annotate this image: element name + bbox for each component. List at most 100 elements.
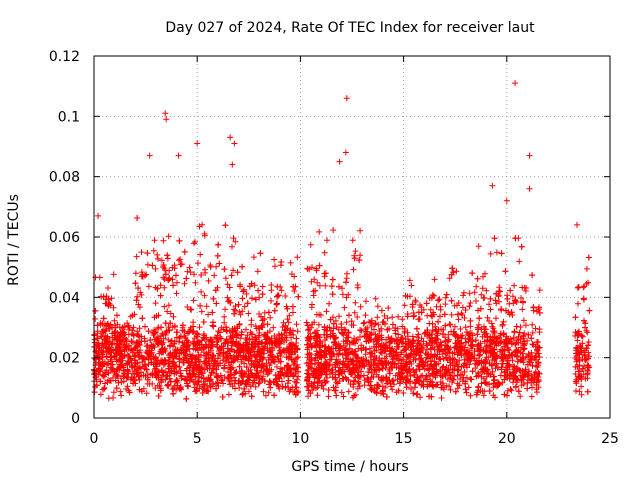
roti-point bbox=[493, 249, 500, 256]
roti-point bbox=[260, 388, 267, 395]
x-tick-label: 0 bbox=[90, 431, 99, 447]
roti-point bbox=[418, 335, 425, 342]
roti-point bbox=[136, 325, 143, 332]
roti-point bbox=[389, 386, 396, 393]
roti-point bbox=[161, 303, 168, 310]
x-axis-label: GPS time / hours bbox=[291, 459, 408, 475]
roti-point bbox=[360, 320, 367, 327]
roti-point bbox=[232, 238, 239, 245]
roti-point bbox=[401, 302, 408, 309]
roti-point bbox=[131, 311, 138, 318]
roti-point bbox=[308, 278, 315, 285]
roti-point bbox=[354, 284, 361, 291]
roti-point bbox=[509, 312, 516, 318]
roti-point bbox=[156, 382, 163, 389]
y-tick-label: 0.06 bbox=[49, 230, 80, 246]
roti-point bbox=[408, 282, 415, 289]
roti-point bbox=[524, 337, 531, 344]
roti-point bbox=[471, 289, 478, 296]
roti-point bbox=[339, 291, 346, 298]
roti-point bbox=[322, 282, 329, 289]
x-tick-label: 25 bbox=[601, 431, 619, 447]
roti-point bbox=[143, 343, 150, 350]
roti-point bbox=[198, 288, 205, 295]
roti-point bbox=[372, 367, 379, 374]
roti-point bbox=[437, 306, 444, 313]
roti-point bbox=[221, 313, 228, 320]
roti-point bbox=[446, 275, 453, 282]
roti-point bbox=[170, 313, 177, 320]
roti-point bbox=[536, 354, 543, 360]
roti-point bbox=[278, 287, 285, 294]
roti-point bbox=[198, 308, 205, 315]
roti-point bbox=[279, 324, 286, 330]
roti-point bbox=[350, 377, 357, 384]
roti-point bbox=[324, 237, 330, 244]
roti-point bbox=[110, 271, 117, 278]
roti-point bbox=[429, 291, 436, 298]
roti-point bbox=[414, 390, 421, 397]
data-points bbox=[91, 215, 593, 402]
roti-point bbox=[374, 314, 381, 321]
roti-point bbox=[385, 305, 392, 311]
roti-point bbox=[529, 341, 536, 348]
roti-point bbox=[116, 356, 123, 363]
roti-point bbox=[290, 309, 296, 316]
roti-point bbox=[361, 319, 368, 326]
roti-point bbox=[473, 298, 479, 304]
roti-point bbox=[195, 260, 201, 267]
roti-point bbox=[231, 380, 238, 387]
roti-point bbox=[572, 371, 579, 377]
roti-point bbox=[152, 265, 159, 272]
roti-point bbox=[534, 364, 541, 370]
roti-point bbox=[372, 295, 379, 302]
roti-point bbox=[232, 307, 239, 314]
roti-point bbox=[224, 281, 231, 288]
roti-point bbox=[134, 328, 141, 335]
roti-point bbox=[203, 303, 210, 310]
roti-point bbox=[487, 306, 494, 313]
roti-point bbox=[509, 293, 516, 300]
roti-point bbox=[340, 393, 347, 400]
roti-point bbox=[529, 321, 536, 328]
y-tick-label: 0.12 bbox=[49, 49, 80, 65]
roti-point bbox=[583, 265, 590, 272]
roti-point bbox=[443, 382, 450, 389]
roti-point bbox=[177, 256, 184, 263]
roti-point bbox=[345, 291, 352, 298]
roti-point bbox=[475, 243, 482, 250]
roti-point bbox=[191, 384, 198, 391]
roti-point bbox=[282, 293, 289, 299]
roti-point bbox=[493, 315, 499, 322]
roti-point bbox=[365, 378, 372, 385]
roti-point bbox=[287, 259, 294, 266]
roti-point bbox=[133, 253, 140, 260]
roti-point bbox=[103, 293, 110, 300]
y-axis-label: ROTI / TECUs bbox=[6, 194, 22, 286]
roti-point bbox=[284, 316, 291, 323]
roti-point bbox=[518, 295, 524, 301]
roti-point bbox=[97, 378, 104, 385]
roti-point bbox=[392, 372, 399, 379]
y-tick-label: 0.02 bbox=[49, 351, 80, 367]
roti-point bbox=[205, 311, 212, 318]
roti-point bbox=[343, 275, 350, 282]
roti-point bbox=[357, 227, 364, 234]
roti-point bbox=[328, 356, 335, 363]
roti-point bbox=[465, 384, 472, 391]
roti-point bbox=[448, 311, 455, 318]
roti-point bbox=[169, 276, 176, 283]
roti-point bbox=[191, 271, 197, 278]
roti-point bbox=[316, 228, 323, 235]
roti-point bbox=[371, 326, 377, 333]
roti-point bbox=[341, 304, 348, 311]
roti-point bbox=[285, 377, 292, 384]
roti-point bbox=[143, 390, 150, 397]
roti-point bbox=[442, 294, 449, 301]
roti-point bbox=[457, 326, 464, 332]
roti-point bbox=[158, 257, 165, 264]
roti-point bbox=[460, 289, 467, 296]
roti-point bbox=[270, 324, 277, 331]
